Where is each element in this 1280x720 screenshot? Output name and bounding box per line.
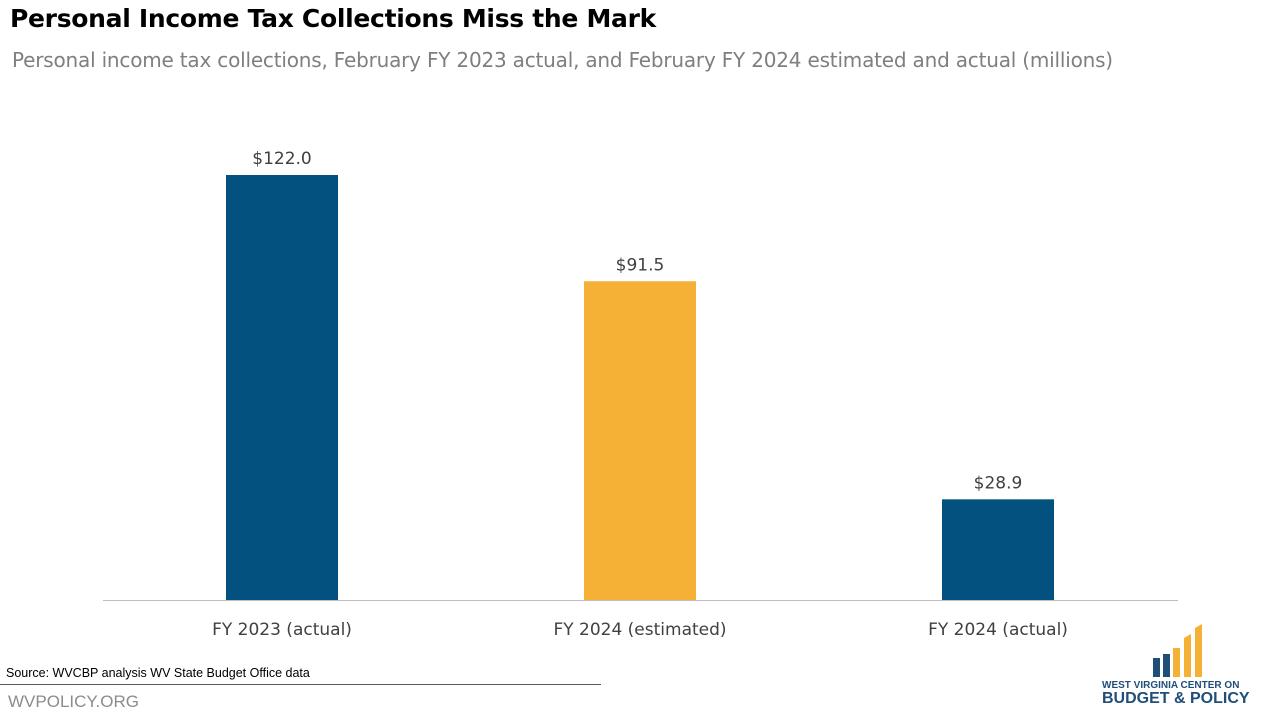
x-tick-label-1: FY 2023 (actual) — [212, 620, 352, 640]
bar-2 — [584, 281, 696, 600]
source-divider — [0, 684, 601, 685]
x-tick-label-2: FY 2024 (estimated) — [553, 620, 726, 640]
logo-line1: WEST VIRGINIA CENTER ON — [1102, 680, 1240, 691]
data-label-1: $122.0 — [252, 149, 311, 169]
chart-subtitle: Personal income tax collections, Februar… — [12, 48, 1113, 72]
data-label-2: $91.5 — [616, 255, 665, 275]
website-label: WVPOLICY.ORG — [8, 692, 139, 711]
x-tick-label-3: FY 2024 (actual) — [928, 620, 1068, 640]
logo-line2: BUDGET & POLICY — [1102, 690, 1250, 707]
bar-3 — [942, 499, 1054, 600]
logo-bars-icon — [1153, 624, 1202, 677]
data-label-3: $28.9 — [974, 473, 1023, 493]
bar-1 — [226, 175, 338, 600]
wvcbp-logo: WEST VIRGINIA CENTER ON BUDGET & POLICY — [1100, 624, 1260, 714]
chart-title: Personal Income Tax Collections Miss the… — [10, 4, 656, 33]
source-note: Source: WVCBP analysis WV State Budget O… — [6, 666, 310, 680]
